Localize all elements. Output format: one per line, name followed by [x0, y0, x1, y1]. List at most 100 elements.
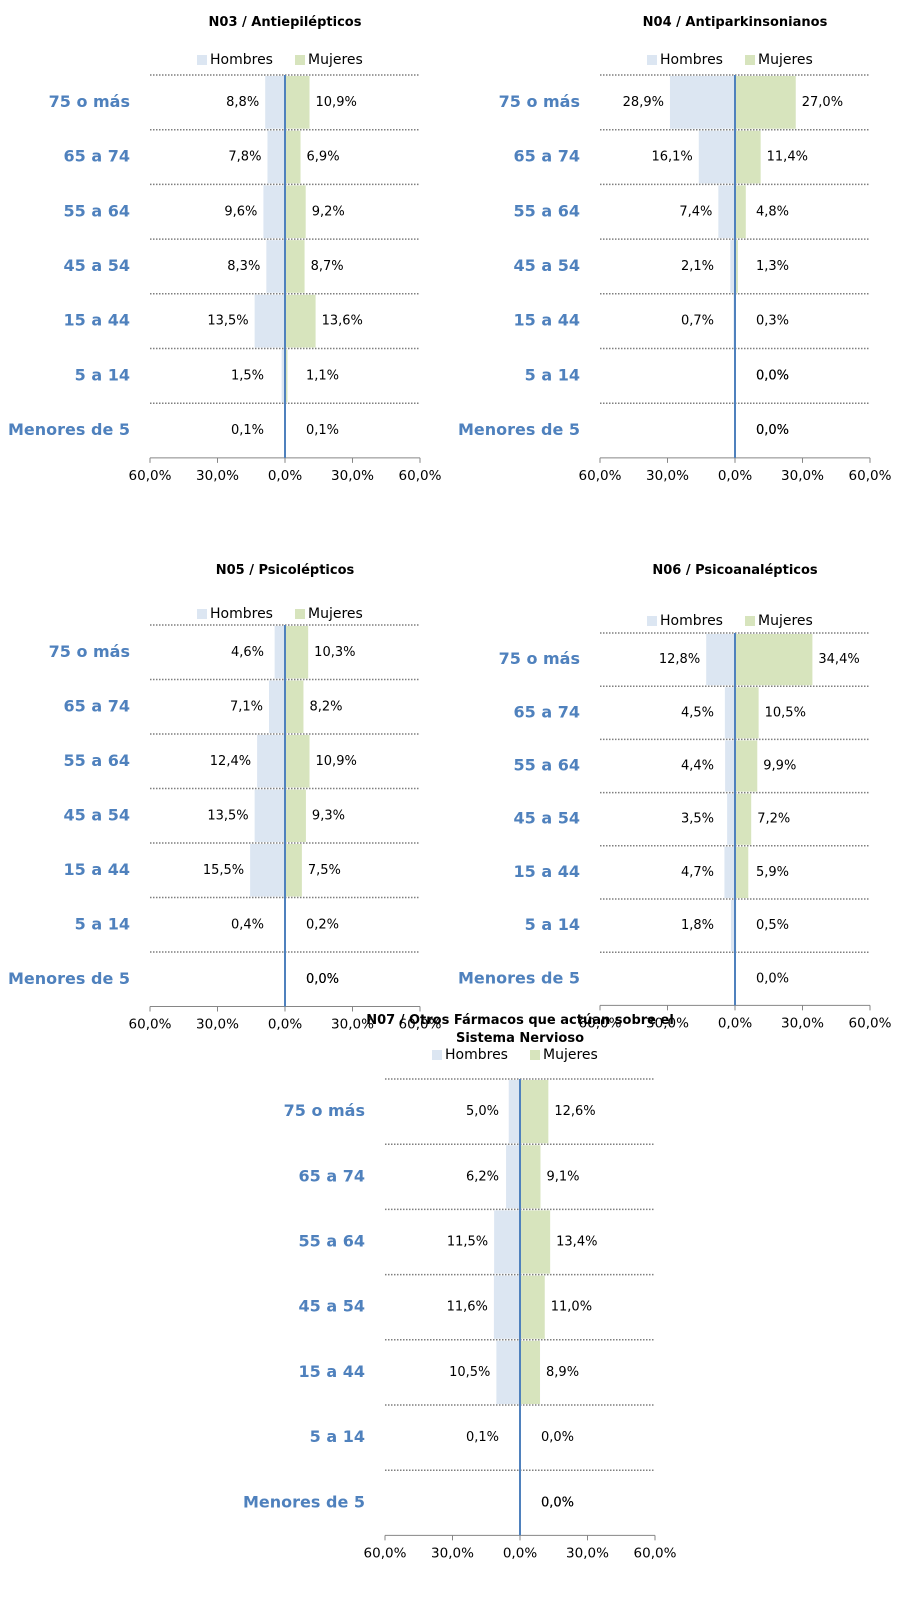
chart-title: N03 / Antiepilépticos [208, 15, 362, 30]
value-label: 7,4% [679, 204, 712, 219]
value-label: 0,3% [756, 314, 789, 329]
category-label: 75 o más [499, 649, 580, 668]
category-label: 5 a 14 [525, 915, 580, 934]
value-label: 4,8% [756, 204, 789, 219]
value-label: 0,0% [541, 1430, 574, 1445]
category-label: Menores de 5 [458, 420, 580, 439]
bar [725, 740, 735, 792]
chart-title-box: N04 / Antiparkinsonianos [642, 15, 828, 30]
x-tick-label: 30,0% [331, 468, 374, 484]
chart-title: N05 / Psicolépticos [215, 563, 355, 578]
value-label: 0,4% [231, 917, 264, 932]
value-label: 27,0% [802, 95, 843, 110]
value-label: 9,1% [546, 1169, 579, 1184]
bar [254, 294, 285, 348]
value-label: 0,2% [306, 917, 339, 932]
x-tick-label: 60,0% [129, 1017, 172, 1033]
x-tick-label: 0,0% [718, 468, 752, 484]
value-label: 10,5% [765, 705, 806, 720]
bar [724, 846, 735, 898]
category-label: 15 a 44 [514, 311, 580, 330]
chart-title: N04 / Antiparkinsonianos [642, 15, 828, 30]
chart-title-box: N05 / Psicolépticos [215, 563, 355, 578]
bar [263, 185, 285, 239]
value-label: 5,9% [756, 865, 789, 880]
value-label: 1,5% [231, 368, 264, 383]
category-label: 75 o más [49, 92, 130, 111]
bar [520, 1210, 551, 1274]
x-tick-label: 60,0% [129, 468, 172, 484]
x-tick-label: 30,0% [781, 468, 824, 484]
category-label: 55 a 64 [64, 751, 130, 770]
x-tick-label: 30,0% [196, 1017, 239, 1033]
value-label: 10,5% [449, 1365, 490, 1380]
bar [735, 76, 796, 129]
value-label: 0,0% [541, 1495, 574, 1510]
value-label: 4,6% [231, 645, 264, 660]
bar [730, 240, 735, 293]
bar [706, 634, 735, 686]
value-label: 10,9% [316, 754, 357, 769]
category-label: 55 a 64 [299, 1232, 365, 1251]
x-tick-label: 0,0% [268, 468, 302, 484]
category-label: 65 a 74 [514, 147, 580, 166]
x-tick-label: 30,0% [196, 468, 239, 484]
legend-label: Hombres [445, 1047, 508, 1063]
category-label: 5 a 14 [75, 365, 130, 384]
value-label: 13,5% [207, 314, 248, 329]
bar [669, 76, 735, 129]
value-label: 0,0% [756, 423, 789, 438]
value-label: 7,2% [757, 812, 790, 827]
legend-label: Hombres [210, 606, 273, 622]
value-label: 10,9% [316, 95, 357, 110]
bar [285, 680, 304, 733]
value-label: 11,5% [447, 1235, 488, 1250]
bar [269, 680, 285, 733]
bar [265, 76, 285, 129]
value-label: 9,9% [763, 759, 796, 774]
category-label: Menores de 5 [8, 969, 130, 988]
value-label: 10,3% [314, 645, 355, 660]
value-label: 0,1% [231, 423, 264, 438]
value-label: 6,9% [307, 150, 340, 165]
value-label: 11,4% [767, 150, 808, 165]
value-label: 0,0% [306, 972, 339, 987]
bar [493, 1275, 520, 1339]
bar [257, 735, 285, 788]
legend-swatch [647, 616, 657, 626]
value-label: 1,3% [756, 259, 789, 274]
value-label: 7,5% [308, 863, 341, 878]
legend-swatch [295, 609, 305, 619]
chart-title-box: N06 / Psicoanalépticos [652, 563, 818, 578]
bar [285, 76, 310, 129]
category-label: 5 a 14 [525, 365, 580, 384]
legend-swatch [197, 55, 207, 65]
legend-swatch [530, 1050, 540, 1060]
value-label: 0,7% [681, 314, 714, 329]
value-label: 4,7% [681, 865, 714, 880]
bar [520, 1080, 549, 1144]
value-label: 11,6% [447, 1300, 488, 1315]
x-tick-label: 0,0% [503, 1545, 537, 1561]
chart-title: N06 / Psicoanalépticos [652, 563, 818, 578]
x-tick-label: 0,0% [718, 1015, 752, 1031]
value-label: 11,0% [551, 1300, 592, 1315]
bar [735, 240, 738, 293]
category-label: 5 a 14 [75, 914, 130, 933]
legend-label: Mujeres [308, 52, 363, 68]
bar [250, 844, 285, 897]
value-label: 0,0% [756, 971, 789, 986]
value-label: 0,5% [756, 918, 789, 933]
value-label: 2,1% [681, 259, 714, 274]
value-label: 8,7% [311, 259, 344, 274]
bar [285, 349, 288, 403]
value-label: 15,5% [203, 863, 244, 878]
bar [494, 1210, 520, 1274]
value-label: 6,2% [466, 1169, 499, 1184]
bar [285, 626, 309, 679]
x-tick-label: 30,0% [781, 1015, 824, 1031]
legend-swatch [745, 616, 755, 626]
category-label: 5 a 14 [310, 1427, 365, 1446]
